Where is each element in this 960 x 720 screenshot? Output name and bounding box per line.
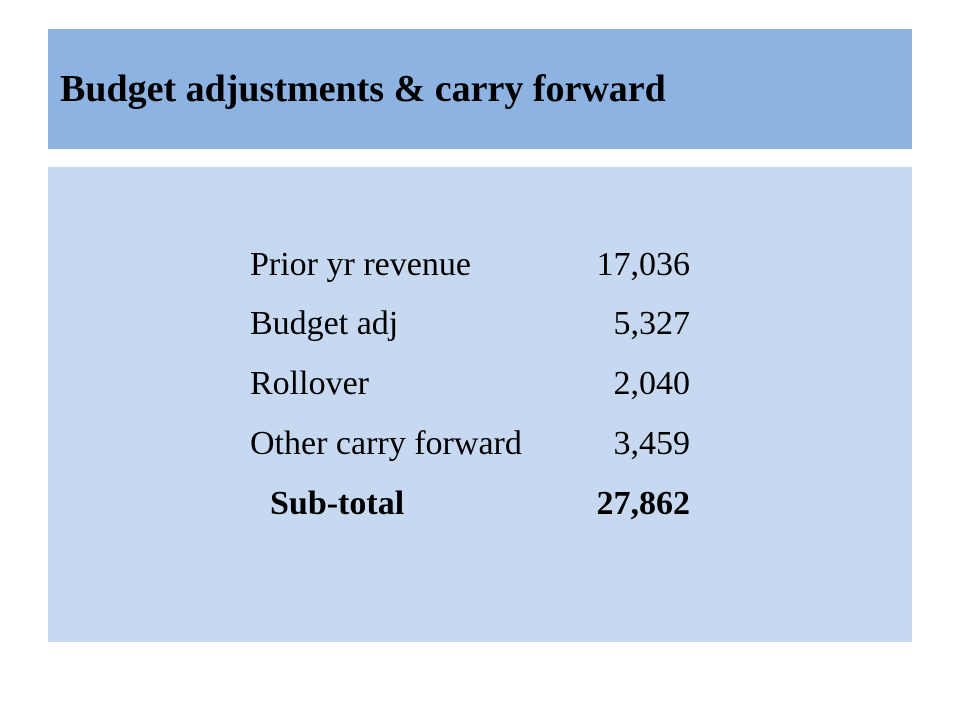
- budget-row-budget-adj: Budget adj 5,327: [250, 302, 690, 346]
- budget-row-subtotal: Sub-total 27,862: [250, 482, 690, 526]
- slide-title: Budget adjustments & carry forward: [60, 68, 666, 110]
- row-value: 3,459: [613, 425, 691, 462]
- row-label: Rollover: [250, 365, 369, 402]
- budget-row-other-carry-forward: Other carry forward 3,459: [250, 422, 690, 466]
- row-value: 2,040: [613, 365, 691, 402]
- budget-row-rollover: Rollover 2,040: [250, 362, 690, 406]
- content-panel: Prior yr revenue 17,036 Budget adj 5,327…: [48, 167, 912, 642]
- row-label: Budget adj: [250, 305, 399, 342]
- title-bar: Budget adjustments & carry forward: [48, 29, 912, 149]
- budget-row-prior-yr-revenue: Prior yr revenue 17,036: [250, 243, 690, 287]
- row-value: 17,036: [596, 246, 691, 283]
- subtotal-label: Sub-total: [270, 485, 405, 522]
- row-label: Other carry forward: [250, 425, 522, 462]
- row-value: 5,327: [613, 305, 691, 342]
- subtotal-value: 27,862: [596, 485, 691, 522]
- row-label: Prior yr revenue: [250, 246, 471, 283]
